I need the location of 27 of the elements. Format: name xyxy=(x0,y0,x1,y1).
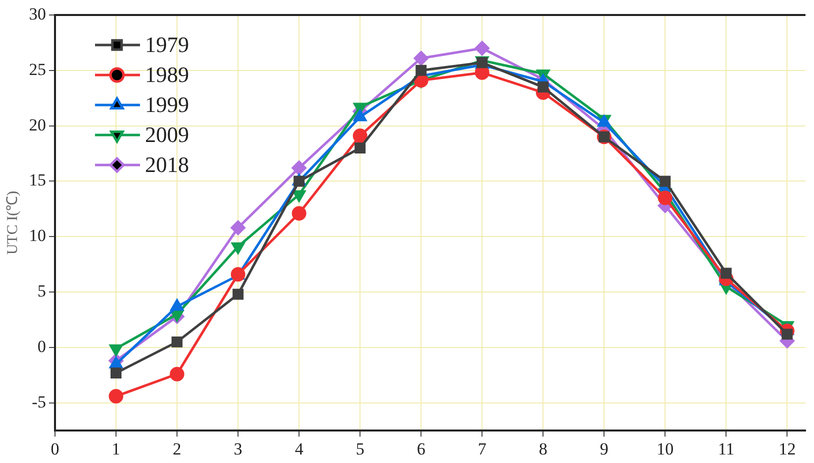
x-tick-label: 1 xyxy=(112,439,120,458)
x-tick-label: 8 xyxy=(538,439,548,458)
y-tick-label: 5 xyxy=(38,282,46,301)
legend-label: 2018 xyxy=(145,152,189,177)
legend-label: 2009 xyxy=(145,122,189,147)
x-tick-label: 12 xyxy=(778,439,796,458)
x-tick-label: 2 xyxy=(172,439,182,458)
legend-label: 1979 xyxy=(145,32,189,57)
y-tick-label: -5 xyxy=(32,392,46,412)
y-tick-label: 15 xyxy=(29,170,46,190)
x-tick-label: 3 xyxy=(234,439,242,458)
y-tick-label: 25 xyxy=(29,60,46,79)
x-tick-label: 6 xyxy=(416,439,426,458)
x-tick-label: 5 xyxy=(356,439,364,458)
x-tick-label: 9 xyxy=(600,439,608,458)
y-tick-label: 20 xyxy=(29,115,46,134)
y-tick-label: 10 xyxy=(29,226,46,246)
x-tick-label: 4 xyxy=(294,439,304,458)
x-tick-label: 11 xyxy=(718,439,734,458)
x-tick-label: 10 xyxy=(656,439,674,458)
y-tick-label: 30 xyxy=(29,4,46,24)
legend-label: 1999 xyxy=(145,92,189,117)
y-tick-label: 0 xyxy=(38,336,46,356)
x-tick-label: 0 xyxy=(50,439,60,458)
x-tick-label: 7 xyxy=(478,439,487,458)
legend-label: 1989 xyxy=(145,62,189,87)
y-axis-title: UTC I(℃) xyxy=(4,190,21,255)
